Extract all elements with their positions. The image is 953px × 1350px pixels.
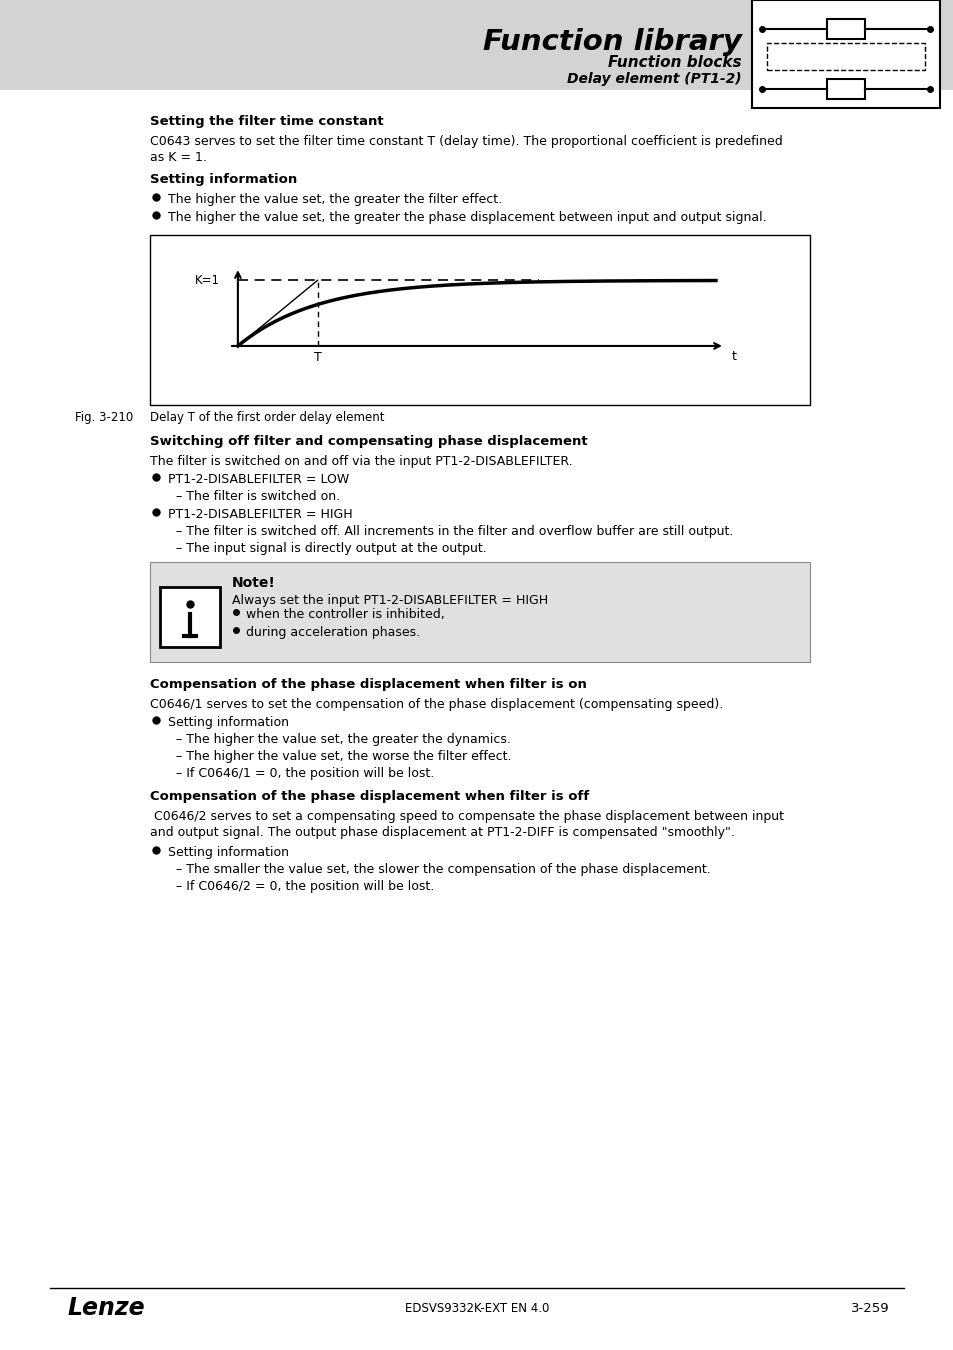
Text: when the controller is inhibited,: when the controller is inhibited,	[246, 608, 444, 621]
Bar	[826, 19, 864, 39]
Bar	[150, 235, 809, 405]
Text: Note!: Note!	[232, 576, 275, 590]
Text: – The higher the value set, the worse the filter effect.: – The higher the value set, the worse th…	[175, 751, 511, 763]
Text: The higher the value set, the greater the filter effect.: The higher the value set, the greater th…	[168, 193, 501, 207]
Text: Setting information: Setting information	[150, 173, 297, 186]
Text: – The filter is switched off. All increments in the filter and overflow buffer a: – The filter is switched off. All increm…	[175, 525, 733, 539]
Text: and output signal. The output phase displacement at PT1-2-DIFF is compensated "s: and output signal. The output phase disp…	[150, 826, 734, 838]
Text: – If C0646/2 = 0, the position will be lost.: – If C0646/2 = 0, the position will be l…	[175, 880, 434, 892]
Text: t: t	[731, 350, 736, 363]
Text: Function library: Function library	[482, 28, 741, 55]
Text: C0646/2 serves to set a compensating speed to compensate the phase displacement : C0646/2 serves to set a compensating spe…	[150, 810, 783, 824]
Text: The higher the value set, the greater the phase displacement between input and o: The higher the value set, the greater th…	[168, 211, 766, 224]
Text: – The filter is switched on.: – The filter is switched on.	[175, 490, 340, 504]
Bar	[766, 43, 924, 70]
Text: Switching off filter and compensating phase displacement: Switching off filter and compensating ph…	[150, 435, 587, 448]
Text: Setting the filter time constant: Setting the filter time constant	[150, 115, 383, 128]
Text: Lenze: Lenze	[68, 1296, 146, 1320]
Text: as K = 1.: as K = 1.	[150, 151, 207, 163]
Text: Compensation of the phase displacement when filter is off: Compensation of the phase displacement w…	[150, 790, 589, 803]
Text: Compensation of the phase displacement when filter is on: Compensation of the phase displacement w…	[150, 678, 586, 691]
Text: T: T	[314, 351, 321, 364]
Text: PT1-2-DISABLEFILTER = LOW: PT1-2-DISABLEFILTER = LOW	[168, 472, 349, 486]
Text: Always set the input PT1-2-DISABLEFILTER = HIGH: Always set the input PT1-2-DISABLEFILTER…	[232, 594, 548, 608]
Text: Setting information: Setting information	[168, 846, 289, 859]
Bar	[150, 562, 809, 662]
Bar	[160, 587, 220, 647]
Text: The filter is switched on and off via the input PT1-2-DISABLEFILTER.: The filter is switched on and off via th…	[150, 455, 572, 468]
Text: 3-259: 3-259	[850, 1301, 889, 1315]
Text: – If C0646/1 = 0, the position will be lost.: – If C0646/1 = 0, the position will be l…	[175, 767, 434, 780]
Text: – The input signal is directly output at the output.: – The input signal is directly output at…	[175, 541, 486, 555]
Bar	[0, 0, 953, 90]
Text: Setting information: Setting information	[168, 716, 289, 729]
Text: Fig. 3-210: Fig. 3-210	[75, 410, 133, 424]
Text: EDSVS9332K-EXT EN 4.0: EDSVS9332K-EXT EN 4.0	[404, 1301, 549, 1315]
Bar	[751, 0, 939, 108]
Bar	[826, 78, 864, 99]
Text: PT1-2-DISABLEFILTER = HIGH: PT1-2-DISABLEFILTER = HIGH	[168, 508, 353, 521]
Text: C0643 serves to set the filter time constant T (delay time). The proportional co: C0643 serves to set the filter time cons…	[150, 135, 781, 148]
Text: Delay element (PT1-2): Delay element (PT1-2)	[567, 72, 741, 86]
Text: K=1: K=1	[195, 274, 220, 286]
Text: – The higher the value set, the greater the dynamics.: – The higher the value set, the greater …	[175, 733, 511, 747]
Text: – The smaller the value set, the slower the compensation of the phase displaceme: – The smaller the value set, the slower …	[175, 863, 710, 876]
Text: Function blocks: Function blocks	[608, 55, 741, 70]
Text: C0646/1 serves to set the compensation of the phase displacement (compensating s: C0646/1 serves to set the compensation o…	[150, 698, 722, 711]
Text: Delay T of the first order delay element: Delay T of the first order delay element	[150, 410, 384, 424]
Text: during acceleration phases.: during acceleration phases.	[246, 626, 419, 639]
